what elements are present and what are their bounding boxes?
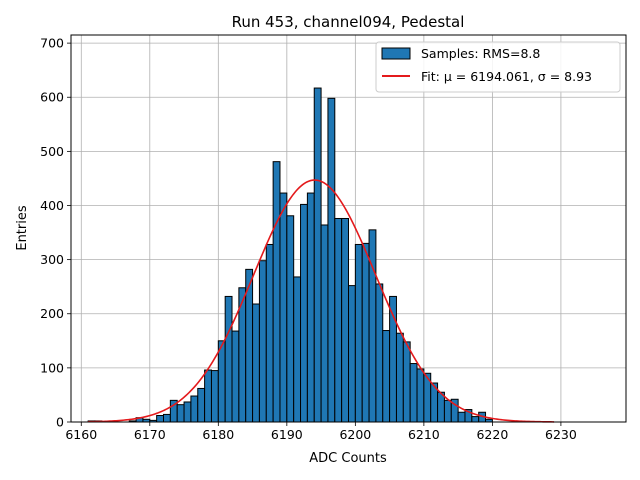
y-tick-label: 200	[40, 306, 64, 321]
y-tick-label: 100	[40, 360, 64, 375]
x-axis-ticks: 6160 6170 6180 6190 6200 6210 6220 6230	[65, 422, 577, 442]
histogram-bar	[361, 242, 370, 423]
histogram-bar	[320, 224, 329, 423]
legend-histogram-swatch	[381, 47, 411, 60]
plot-frame	[70, 34, 627, 423]
legend-histogram-label: Samples: RMS=8.8	[421, 46, 540, 61]
histogram-bar	[265, 243, 274, 423]
histogram-bar	[443, 399, 452, 423]
y-axis-ticks: 0 100 200 300 400 500 600 700	[40, 36, 71, 430]
histogram-bar	[306, 192, 315, 423]
histogram-bar	[409, 363, 418, 423]
histogram-bar	[258, 260, 267, 423]
histogram-bar	[210, 370, 219, 423]
histogram-bar	[334, 217, 343, 423]
y-tick-label: 500	[40, 144, 64, 159]
histogram-bar	[286, 215, 295, 423]
x-tick-label: 6230	[545, 427, 577, 442]
histogram-bar	[204, 369, 212, 423]
legend-fit-label: Fit: μ = 6194.061, σ = 8.93	[421, 69, 592, 84]
x-axis-label: ADC Counts	[309, 451, 387, 466]
histogram-bar	[368, 229, 377, 423]
histogram-bar	[313, 87, 322, 423]
legend-box	[375, 41, 621, 93]
histogram-bar	[341, 217, 350, 423]
histogram-bar	[176, 404, 185, 423]
histogram-bar	[457, 411, 466, 423]
histogram-bar	[471, 416, 480, 423]
histogram-bar	[163, 413, 171, 423]
histogram-bar	[224, 295, 233, 423]
histogram-bar	[437, 391, 445, 423]
histogram-bar	[327, 97, 336, 423]
histogram-bar	[416, 368, 425, 423]
histogram-bar	[382, 330, 391, 423]
histogram-bar	[197, 387, 206, 423]
y-tick-label: 0	[56, 415, 64, 430]
histogram-bar	[293, 276, 302, 423]
y-tick-label: 700	[40, 36, 64, 51]
histogram-bar	[272, 161, 281, 423]
histogram-bar	[252, 303, 260, 423]
x-tick-label: 6180	[202, 427, 234, 442]
x-tick-label: 6160	[65, 427, 97, 442]
histogram-bar	[190, 395, 199, 423]
histogram-bar	[375, 283, 384, 423]
histogram-bar	[402, 341, 411, 423]
gaussian-fit-curve	[88, 179, 555, 423]
histogram-bars	[87, 87, 493, 423]
y-tick-label: 300	[40, 252, 64, 267]
legend: Samples: RMS=8.8 Fit: μ = 6194.061, σ = …	[375, 41, 621, 93]
histogram-bar	[300, 203, 308, 423]
x-tick-label: 6210	[408, 427, 440, 442]
histogram-bar	[156, 415, 164, 423]
histogram-bar	[231, 330, 240, 423]
histogram-bar	[348, 285, 356, 423]
y-tick-label: 400	[40, 198, 64, 213]
histogram-bar	[395, 332, 404, 423]
x-tick-label: 6200	[339, 427, 371, 442]
y-axis-label: Entries	[15, 205, 30, 251]
chart-title: Run 453, channel094, Pedestal	[232, 13, 465, 31]
x-tick-label: 6220	[476, 427, 508, 442]
x-tick-label: 6190	[271, 427, 303, 442]
x-tick-label: 6170	[134, 427, 166, 442]
histogram-bar	[217, 340, 226, 423]
y-tick-label: 600	[40, 90, 64, 105]
histogram-bar	[354, 243, 363, 423]
histogram-bar	[279, 192, 288, 423]
histogram-bar	[183, 401, 192, 423]
